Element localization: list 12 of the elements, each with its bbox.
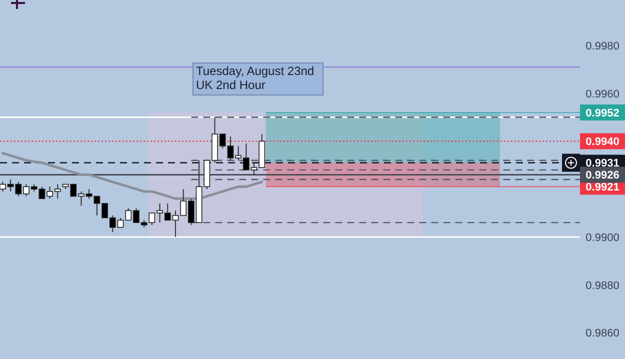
y-tick-label: 0.9960 bbox=[586, 88, 620, 100]
ref-line-label: 0.9926 bbox=[586, 170, 620, 182]
line-series bbox=[1, 152, 264, 200]
y-tick-label: 0.9900 bbox=[586, 232, 620, 244]
y-tick-label: 0.9860 bbox=[586, 328, 620, 340]
band-label: 0.9921 bbox=[586, 182, 620, 194]
band-label: 0.9952 bbox=[586, 107, 620, 120]
y-tick-label: 0.9880 bbox=[586, 280, 620, 292]
annotation: Tuesday, August 23nd UK 2nd Hour bbox=[196, 64, 314, 92]
y-tick-label: 0.9980 bbox=[586, 40, 620, 52]
ref-line-label: 0.9931 bbox=[586, 158, 620, 170]
ref-line-label: 0.9940 bbox=[586, 136, 620, 148]
